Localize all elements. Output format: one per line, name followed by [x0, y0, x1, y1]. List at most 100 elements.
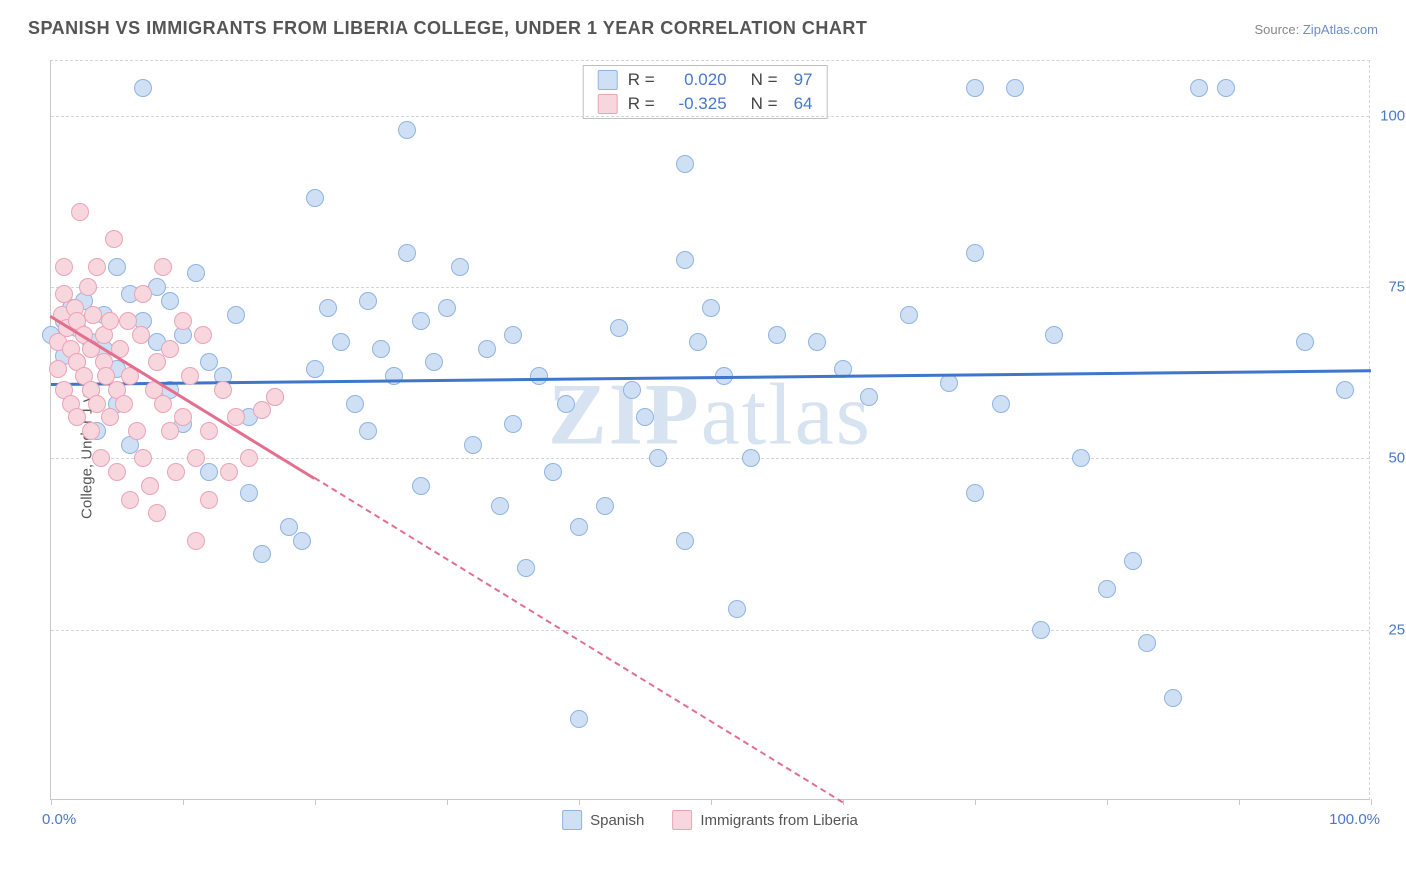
data-point-spanish [1124, 552, 1142, 570]
data-point-liberia [84, 306, 102, 324]
data-point-spanish [676, 251, 694, 269]
plot-area: ZIPatlas R = 0.020N = 97R = -0.325N = 64… [50, 60, 1370, 800]
data-point-spanish [1138, 634, 1156, 652]
data-point-liberia [79, 278, 97, 296]
data-point-spanish [332, 333, 350, 351]
data-point-spanish [1217, 79, 1235, 97]
data-point-spanish [966, 244, 984, 262]
stat-r-label: R = [628, 70, 655, 90]
x-tick [447, 799, 448, 805]
data-point-spanish [412, 312, 430, 330]
source-attribution: Source: ZipAtlas.com [1254, 22, 1378, 37]
data-point-spanish [1336, 381, 1354, 399]
data-point-spanish [623, 381, 641, 399]
data-point-liberia [148, 353, 166, 371]
data-point-spanish [570, 518, 588, 536]
data-point-spanish [504, 326, 522, 344]
x-tick [315, 799, 316, 805]
data-point-spanish [293, 532, 311, 550]
legend-label: Spanish [590, 812, 644, 829]
data-point-spanish [478, 340, 496, 358]
data-point-spanish [860, 388, 878, 406]
y-tick-label: 100.0% [1380, 107, 1406, 124]
legend: Spanish Immigrants from Liberia [562, 810, 858, 830]
legend-label: Immigrants from Liberia [700, 812, 858, 829]
plot-container: ZIPatlas R = 0.020N = 97R = -0.325N = 64… [50, 60, 1370, 800]
data-point-spanish [742, 449, 760, 467]
gridline [51, 287, 1369, 288]
legend-swatch [672, 810, 692, 830]
x-tick [1239, 799, 1240, 805]
data-point-spanish [676, 155, 694, 173]
data-point-liberia [148, 504, 166, 522]
x-tick [1371, 799, 1372, 805]
data-point-spanish [346, 395, 364, 413]
data-point-spanish [412, 477, 430, 495]
data-point-liberia [105, 230, 123, 248]
data-point-spanish [253, 545, 271, 563]
data-point-spanish [768, 326, 786, 344]
gridline [51, 116, 1369, 117]
data-point-spanish [900, 306, 918, 324]
data-point-liberia [92, 449, 110, 467]
stat-n-value: 97 [794, 70, 813, 90]
data-point-spanish [1296, 333, 1314, 351]
stat-r-value: 0.020 [665, 70, 727, 90]
legend-swatch [562, 810, 582, 830]
x-tick [579, 799, 580, 805]
data-point-liberia [181, 367, 199, 385]
data-point-liberia [132, 326, 150, 344]
data-point-liberia [161, 340, 179, 358]
data-point-liberia [134, 285, 152, 303]
y-tick-label: 75.0% [1388, 279, 1406, 296]
data-point-liberia [88, 258, 106, 276]
stats-swatch [598, 94, 618, 114]
data-point-liberia [266, 388, 284, 406]
data-point-spanish [372, 340, 390, 358]
data-point-liberia [101, 312, 119, 330]
data-point-spanish [108, 258, 126, 276]
x-tick [51, 799, 52, 805]
data-point-spanish [689, 333, 707, 351]
data-point-liberia [141, 477, 159, 495]
data-point-liberia [200, 491, 218, 509]
data-point-spanish [227, 306, 245, 324]
stats-row: R = -0.325N = 64 [584, 92, 827, 116]
data-point-spanish [636, 408, 654, 426]
data-point-liberia [174, 312, 192, 330]
data-point-liberia [167, 463, 185, 481]
data-point-spanish [319, 299, 337, 317]
legend-item: Spanish [562, 810, 644, 830]
data-point-spanish [491, 497, 509, 515]
data-point-spanish [1164, 689, 1182, 707]
source-link[interactable]: ZipAtlas.com [1303, 22, 1378, 37]
data-point-spanish [966, 79, 984, 97]
data-point-liberia [101, 408, 119, 426]
data-point-spanish [728, 600, 746, 618]
data-point-spanish [1072, 449, 1090, 467]
data-point-spanish [544, 463, 562, 481]
data-point-spanish [676, 532, 694, 550]
data-point-liberia [154, 395, 172, 413]
legend-item: Immigrants from Liberia [672, 810, 858, 830]
data-point-liberia [49, 360, 67, 378]
data-point-liberia [108, 463, 126, 481]
data-point-spanish [966, 484, 984, 502]
data-point-spanish [1032, 621, 1050, 639]
gridline [51, 630, 1369, 631]
data-point-liberia [134, 449, 152, 467]
data-point-spanish [1190, 79, 1208, 97]
y-tick-label: 25.0% [1388, 621, 1406, 638]
chart-title: SPANISH VS IMMIGRANTS FROM LIBERIA COLLE… [28, 18, 867, 39]
data-point-spanish [359, 422, 377, 440]
data-point-spanish [240, 484, 258, 502]
regression-line [51, 369, 1371, 386]
x-axis-end-label: 100.0% [1329, 811, 1380, 828]
data-point-liberia [161, 422, 179, 440]
data-point-spanish [808, 333, 826, 351]
data-point-liberia [71, 203, 89, 221]
stats-row: R = 0.020N = 97 [584, 68, 827, 92]
data-point-spanish [398, 121, 416, 139]
stats-box: R = 0.020N = 97R = -0.325N = 64 [583, 65, 828, 119]
data-point-spanish [517, 559, 535, 577]
